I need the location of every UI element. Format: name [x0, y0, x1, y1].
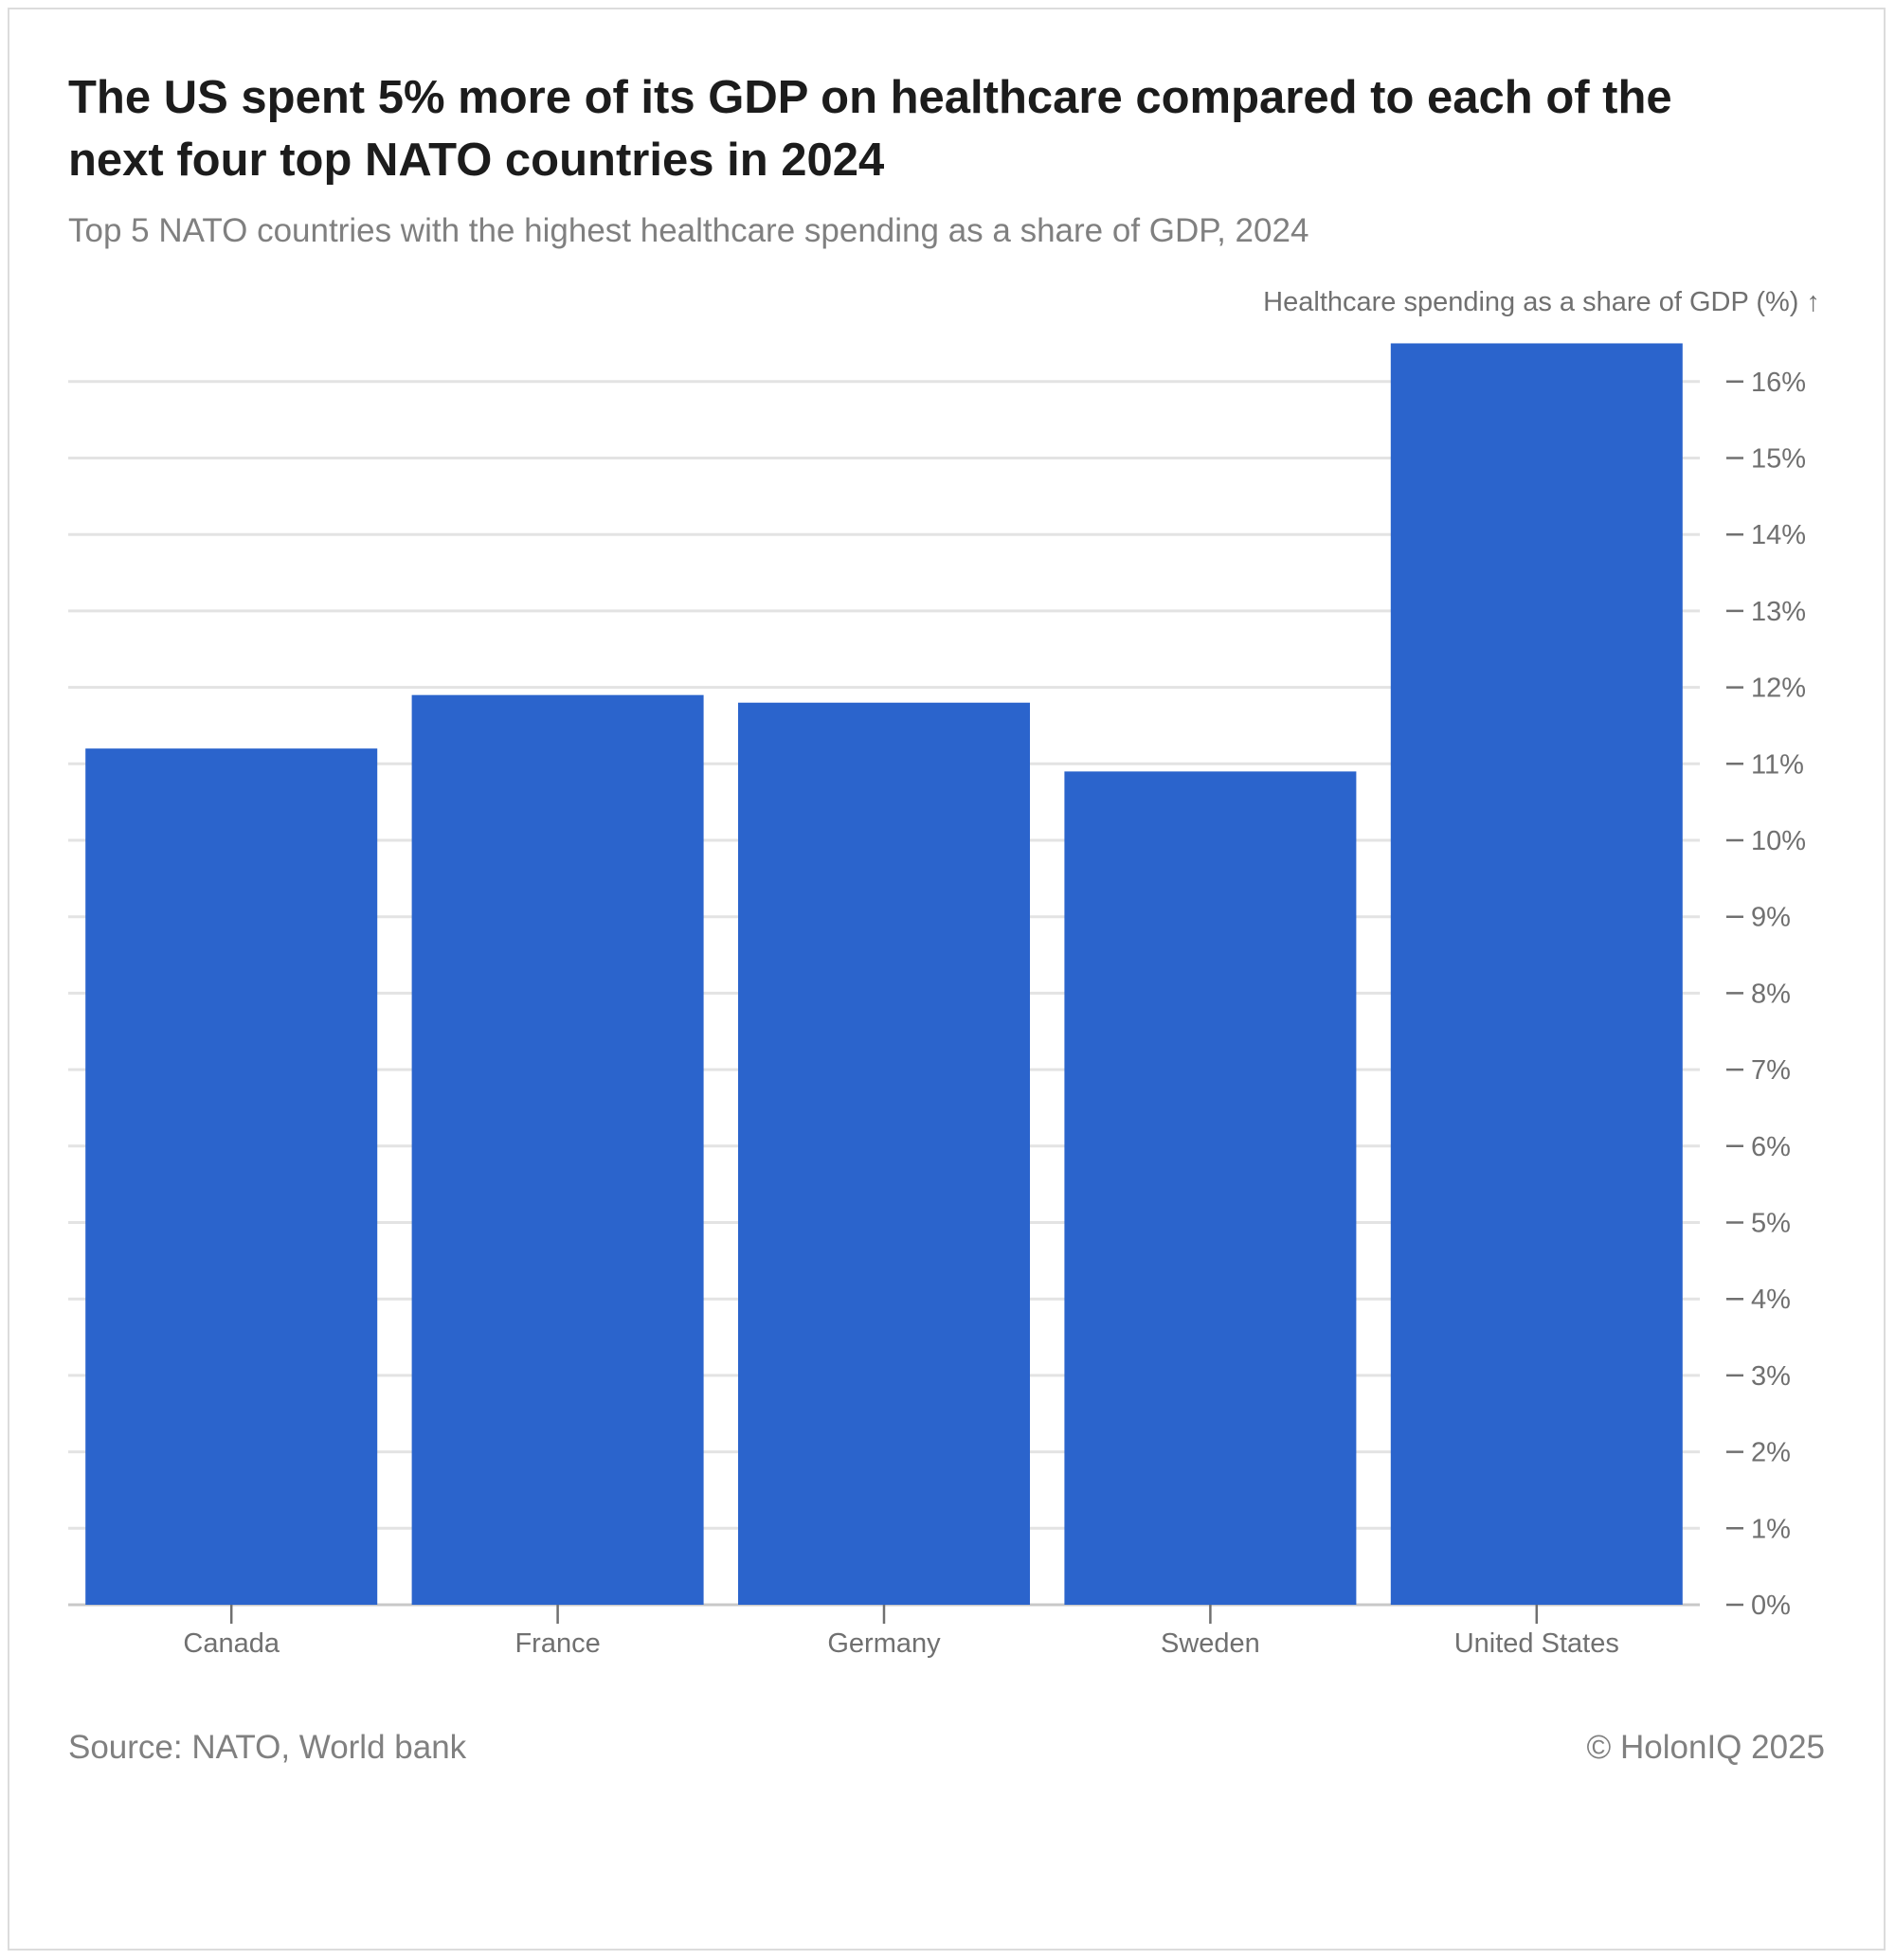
- x-tick-label: Sweden: [1161, 1628, 1260, 1659]
- chart-subtitle: Top 5 NATO countries with the highest he…: [68, 212, 1309, 249]
- y-tick-label: 3%: [1751, 1361, 1791, 1392]
- source-note: Source: NATO, World bank: [68, 1729, 467, 1766]
- chart-title: The US spent 5% more of its GDP on healt…: [68, 72, 1672, 186]
- y-tick-label: 10%: [1751, 826, 1806, 856]
- y-tick-label: 2%: [1751, 1438, 1791, 1468]
- y-tick-label: 7%: [1751, 1055, 1791, 1086]
- x-tick-label: Canada: [183, 1628, 280, 1659]
- x-axis: Canada France Germany Sweden United States: [183, 1605, 1619, 1659]
- bar-germany: [738, 702, 1030, 1605]
- y-tick-label: 15%: [1751, 444, 1806, 475]
- bar-sweden: [1064, 771, 1357, 1605]
- y-tick-label: 14%: [1751, 520, 1806, 550]
- y-tick-label: 16%: [1751, 368, 1806, 398]
- y-tick-label: 1%: [1751, 1514, 1791, 1544]
- y-tick-label: 8%: [1751, 979, 1791, 1009]
- bars: [85, 343, 1683, 1606]
- x-tick-label: United States: [1454, 1628, 1619, 1659]
- copyright-note: © HolonIQ 2025: [1586, 1729, 1826, 1766]
- x-tick-label: France: [514, 1628, 600, 1659]
- bar-united-states: [1390, 343, 1683, 1606]
- bar-canada: [85, 748, 378, 1605]
- y-tick-label: 6%: [1751, 1132, 1791, 1162]
- x-tick-label: Germany: [827, 1628, 941, 1659]
- y-tick-label: 0%: [1751, 1591, 1791, 1621]
- y-tick-label: 5%: [1751, 1209, 1791, 1239]
- y-tick-label: 12%: [1751, 674, 1806, 704]
- y-tick-label: 11%: [1751, 749, 1804, 780]
- bar-france: [411, 694, 704, 1605]
- y-tick-label: 4%: [1751, 1285, 1791, 1315]
- y-tick-label: 13%: [1751, 597, 1806, 627]
- y-axis: 0% 1% 2% 3% 4% 5% 6% 7% 8% 9% 10% 11% 12% 13% 14% 15% 16…: [1726, 368, 1806, 1621]
- y-tick-label: 9%: [1751, 903, 1791, 933]
- y-axis-label: Healthcare spending as a share of GDP (%…: [1263, 287, 1820, 317]
